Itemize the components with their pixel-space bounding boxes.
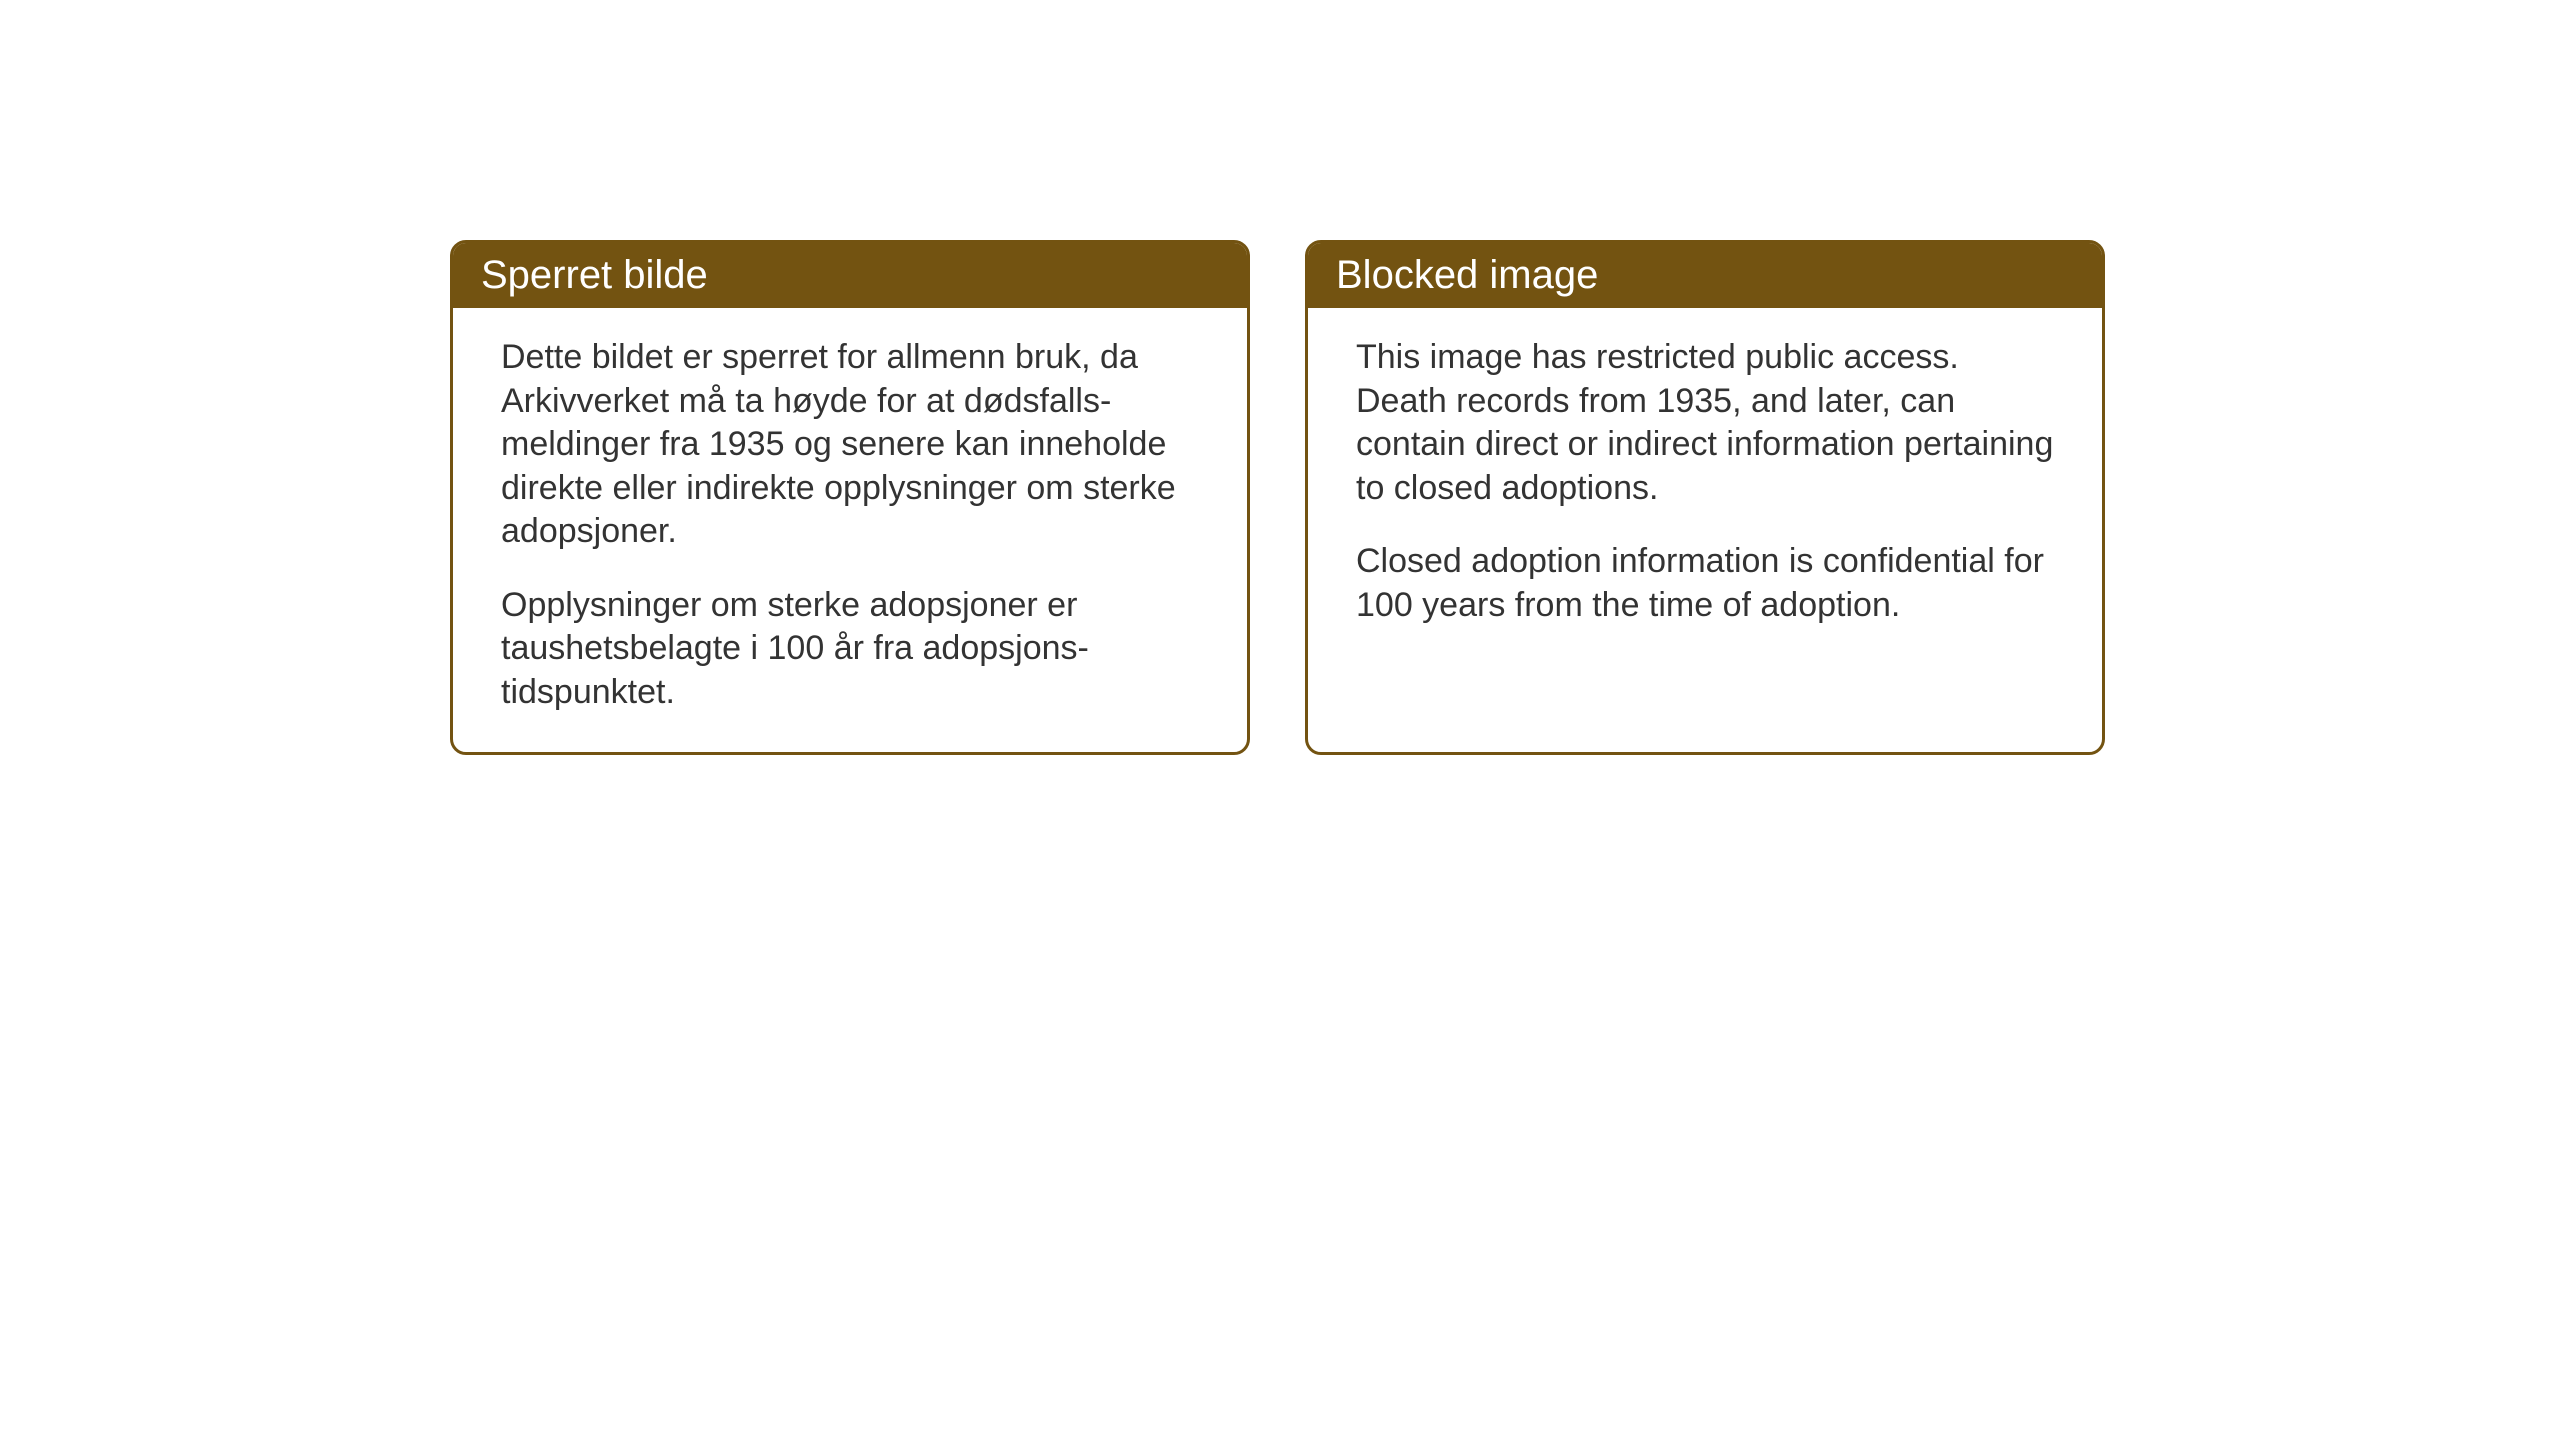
info-card-english: Blocked image This image has restricted …	[1305, 240, 2105, 755]
card-paragraph: Opplysninger om sterke adopsjoner er tau…	[501, 584, 1199, 715]
card-body-norwegian: Dette bildet er sperret for allmenn bruk…	[453, 308, 1247, 752]
card-header-english: Blocked image	[1308, 243, 2102, 308]
card-header-norwegian: Sperret bilde	[453, 243, 1247, 308]
card-body-english: This image has restricted public access.…	[1308, 308, 2102, 665]
card-paragraph: This image has restricted public access.…	[1356, 336, 2054, 510]
card-paragraph: Dette bildet er sperret for allmenn bruk…	[501, 336, 1199, 554]
cards-container: Sperret bilde Dette bildet er sperret fo…	[450, 240, 2105, 755]
info-card-norwegian: Sperret bilde Dette bildet er sperret fo…	[450, 240, 1250, 755]
card-paragraph: Closed adoption information is confident…	[1356, 540, 2054, 627]
